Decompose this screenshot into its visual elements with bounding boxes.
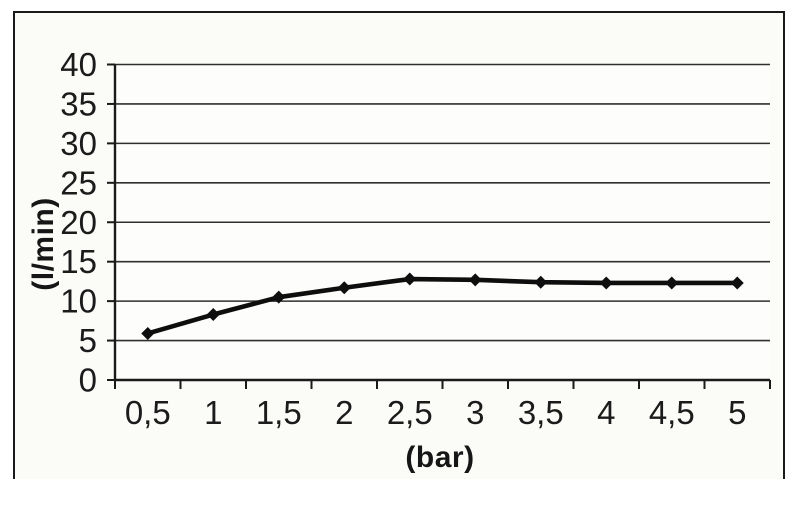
x-tick-label: 0,5 [125,394,171,431]
data-point-marker [403,272,417,286]
flow-curve-line [145,276,740,336]
y-axis-title: (l/min) [27,197,60,291]
x-tick-label: 2 [335,394,353,431]
y-tick-label: 5 [79,322,97,359]
x-tick-label: 1,5 [256,394,302,431]
y-tick-label: 20 [60,204,97,241]
y-tick-label: 35 [60,85,97,122]
data-point-marker [272,290,286,304]
x-tick-label: 1 [204,394,222,431]
x-tick-label: 4 [597,394,615,431]
data-point-marker [665,276,679,290]
y-tick-label: 25 [60,164,97,201]
data-point-marker [141,326,155,340]
y-tick-label: 30 [60,125,97,162]
x-tick-label: 5 [728,394,746,431]
data-point-marker [337,281,351,295]
y-tick-label: 40 [60,46,97,83]
data-point-marker [468,273,482,287]
y-tick-label: 15 [60,243,97,280]
x-axis-title: (bar) [405,441,475,474]
x-tick-label: 2,5 [387,394,433,431]
y-tick-label: 0 [79,362,97,399]
data-point-marker [599,276,613,290]
x-tick-label: 4,5 [649,394,695,431]
data-point-marker [206,308,220,322]
y-tick-label: 10 [60,283,97,320]
data-point-marker [730,276,744,290]
data-point-marker [534,275,548,289]
x-tick-label: 3 [466,394,484,431]
x-tick-label: 3,5 [518,394,564,431]
